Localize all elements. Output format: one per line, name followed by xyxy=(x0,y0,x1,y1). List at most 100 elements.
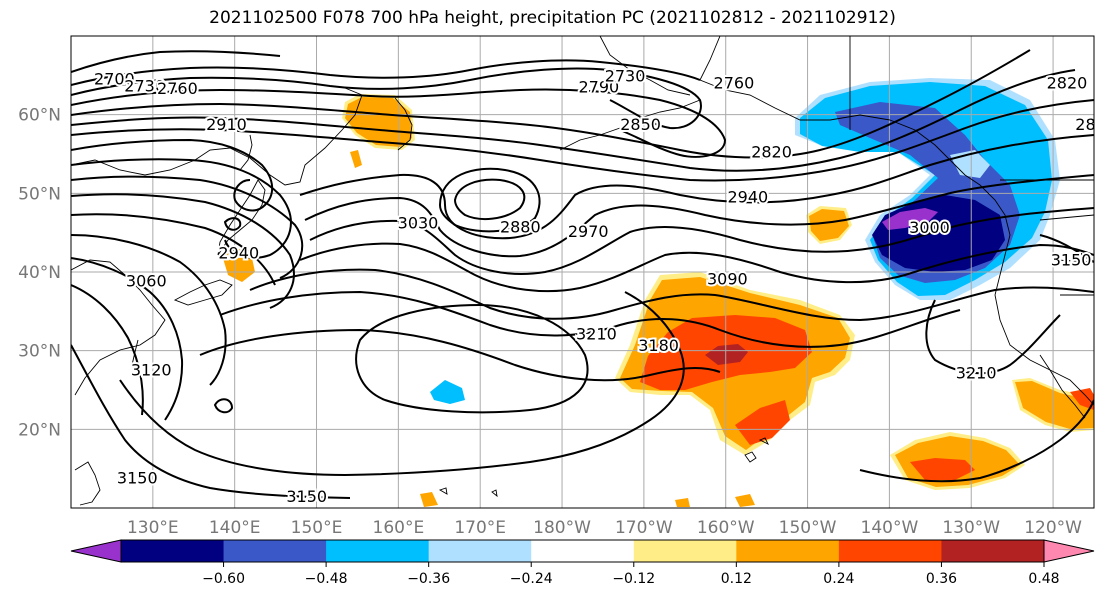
contour-label: 3060 xyxy=(126,272,167,291)
colorbar-segment xyxy=(428,540,532,562)
contour-2700 xyxy=(71,50,281,73)
contour-label: 3150 xyxy=(286,487,327,506)
contour-3180 xyxy=(119,291,685,477)
contour-3030 xyxy=(71,213,1094,293)
map-plot-area: 2700273027602790273027602820291028502880… xyxy=(71,36,1105,508)
contour-2880-n xyxy=(71,99,1094,182)
shade-orange-sea-of-okhotsk xyxy=(345,97,412,147)
colorbar-tick-label: 0.36 xyxy=(926,571,957,587)
contour-3120 xyxy=(71,284,721,416)
contour-label: 2760 xyxy=(714,73,755,92)
lon-tick-label: 140°E xyxy=(209,518,261,538)
contour-label: 3090 xyxy=(707,269,748,288)
map-frame xyxy=(70,35,1095,509)
contour-label: 2730 xyxy=(124,77,165,96)
contour-label: 2820 xyxy=(751,143,792,162)
contour-label: 2940 xyxy=(727,187,768,206)
contour-label: 2880 xyxy=(500,217,541,236)
colorbar: −0.60 −0.48 −0.36 −0.24 −0.12 0.12 0.24 0.36 0.4… xyxy=(70,539,1095,587)
shade-orange-small-2 xyxy=(735,494,755,507)
contour-3000 xyxy=(71,193,1094,309)
contour-label: 2790 xyxy=(579,77,620,96)
height-contours xyxy=(71,49,1094,499)
colorbar-segment xyxy=(838,540,942,562)
lat-tick-label: 50°N xyxy=(18,184,61,204)
colorbar-segment xyxy=(326,540,430,562)
lon-tick-label: 150°E xyxy=(291,518,343,538)
coast-japan-south xyxy=(173,279,233,306)
lon-tick-label: 180°W xyxy=(533,518,591,538)
colorbar-tick-label: 0.48 xyxy=(1028,571,1059,587)
colorbar-segment xyxy=(633,540,737,562)
lon-tick-label: 160°E xyxy=(373,518,425,538)
contour-label: 3000 xyxy=(909,218,950,237)
grid-lines xyxy=(71,36,1094,508)
contour-label: 2850 xyxy=(620,115,661,134)
coast-china-korea xyxy=(71,259,166,396)
contour-label: 3180 xyxy=(638,336,679,355)
lon-tick-label: 130°E xyxy=(127,518,179,538)
lon-tick-label: 130°W xyxy=(942,518,1000,538)
contour-label: 2700 xyxy=(94,69,135,88)
coast-islands-1 xyxy=(438,487,498,498)
contour-2940-main xyxy=(71,134,1094,259)
coast-na-west xyxy=(994,294,1094,406)
shade-darkred-central xyxy=(705,344,748,365)
shade-orange-small-3 xyxy=(675,498,690,507)
contour-2760 xyxy=(71,67,702,130)
colorbar-tick-label: −0.24 xyxy=(510,571,553,587)
contour-3150 xyxy=(71,344,351,499)
shade-orange-mexico xyxy=(1015,381,1094,429)
contour-3060 xyxy=(71,234,1094,386)
contour-small-low-japan xyxy=(223,217,242,231)
lat-tick-label: 40°N xyxy=(18,263,61,283)
contour-label: 2880 xyxy=(1075,115,1105,134)
colorbar-tick-label: 0.24 xyxy=(823,571,854,587)
contour-label: 3210 xyxy=(576,324,617,343)
colorbar-extend-high xyxy=(1043,539,1095,563)
contour-3210-high xyxy=(355,303,589,414)
colorbar-tick-label: −0.60 xyxy=(202,571,245,587)
shade-red-subtrop-east xyxy=(910,458,975,480)
contour-2910 xyxy=(71,138,274,212)
contour-label: 2940 xyxy=(218,243,259,262)
lat-tick-label: 30°N xyxy=(18,342,61,362)
contour-label: 2760 xyxy=(157,79,198,98)
lon-tick-label: 170°E xyxy=(454,518,506,538)
lat-tick-label: 20°N xyxy=(18,420,61,440)
contour-label: 2820 xyxy=(1047,73,1088,92)
contour-2970 xyxy=(71,174,1094,279)
colorbar-tick-label: 0.12 xyxy=(721,571,752,587)
contour-small-high-south xyxy=(213,398,234,414)
shade-blue-small xyxy=(430,380,465,404)
coast-philippines xyxy=(74,461,101,506)
shade-orange-small-1 xyxy=(420,492,438,507)
coast-hawaii xyxy=(744,437,770,463)
contour-label: 2730 xyxy=(605,66,646,85)
shade-orange-midpac xyxy=(809,209,849,241)
contour-3090 xyxy=(71,257,961,421)
lon-tick-label: 140°W xyxy=(861,518,919,538)
axis-labels: 130°E 140°E 150°E 160°E 170°E 180°W 170°W 160°W… xyxy=(18,106,1082,538)
colorbar-tick-label: −0.36 xyxy=(407,571,450,587)
shade-orange-kamchatka-bit xyxy=(350,150,362,168)
contour-3210-east2 xyxy=(859,399,1094,483)
map-title: 2021102500 F078 700 hPa height, precipit… xyxy=(209,8,896,28)
colorbar-segment xyxy=(121,540,225,562)
contour-2730 xyxy=(71,59,701,86)
contour-label: 3030 xyxy=(398,213,439,232)
contour-label: 2910 xyxy=(206,115,247,134)
coast-baja xyxy=(1039,354,1086,419)
contour-2880-low xyxy=(453,178,526,221)
shade-purple-core xyxy=(882,208,938,230)
contour-label: 3150 xyxy=(117,468,158,487)
contour-label: 2970 xyxy=(568,222,609,241)
shade-red-mexico xyxy=(1070,388,1094,410)
colorbar-segment xyxy=(941,540,1045,562)
contour-2790 xyxy=(71,88,727,158)
contour-label: 3120 xyxy=(131,361,172,380)
colorbar-segment xyxy=(223,540,327,562)
lat-tick-label: 60°N xyxy=(18,106,61,126)
colorbar-frame xyxy=(120,539,1045,563)
contour-2850 xyxy=(71,69,1076,172)
